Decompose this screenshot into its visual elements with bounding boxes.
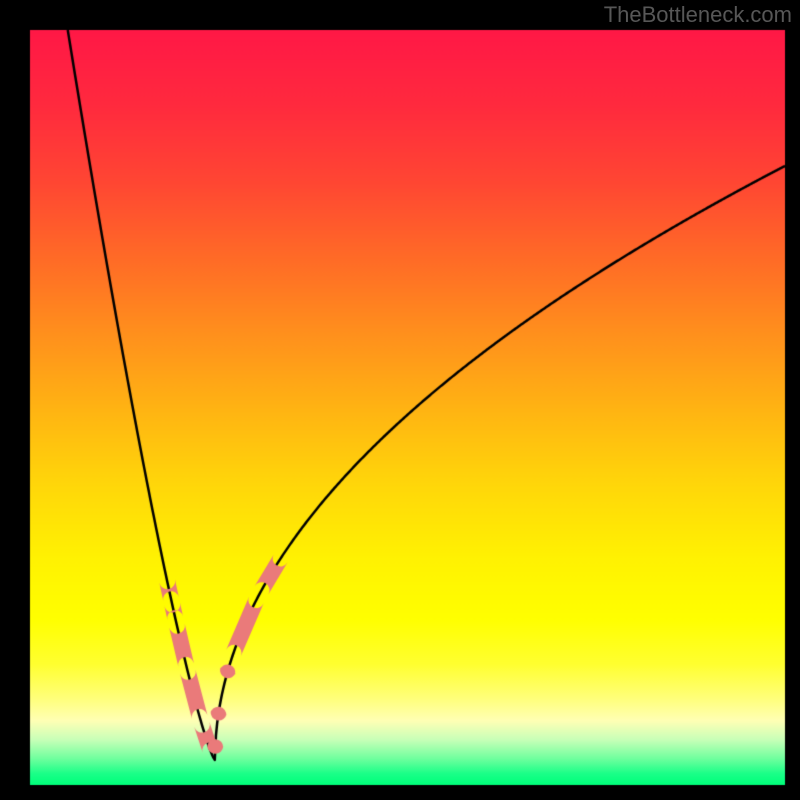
bottleneck-curve-chart (0, 0, 800, 800)
figure-root: TheBottleneck.com (0, 0, 800, 800)
